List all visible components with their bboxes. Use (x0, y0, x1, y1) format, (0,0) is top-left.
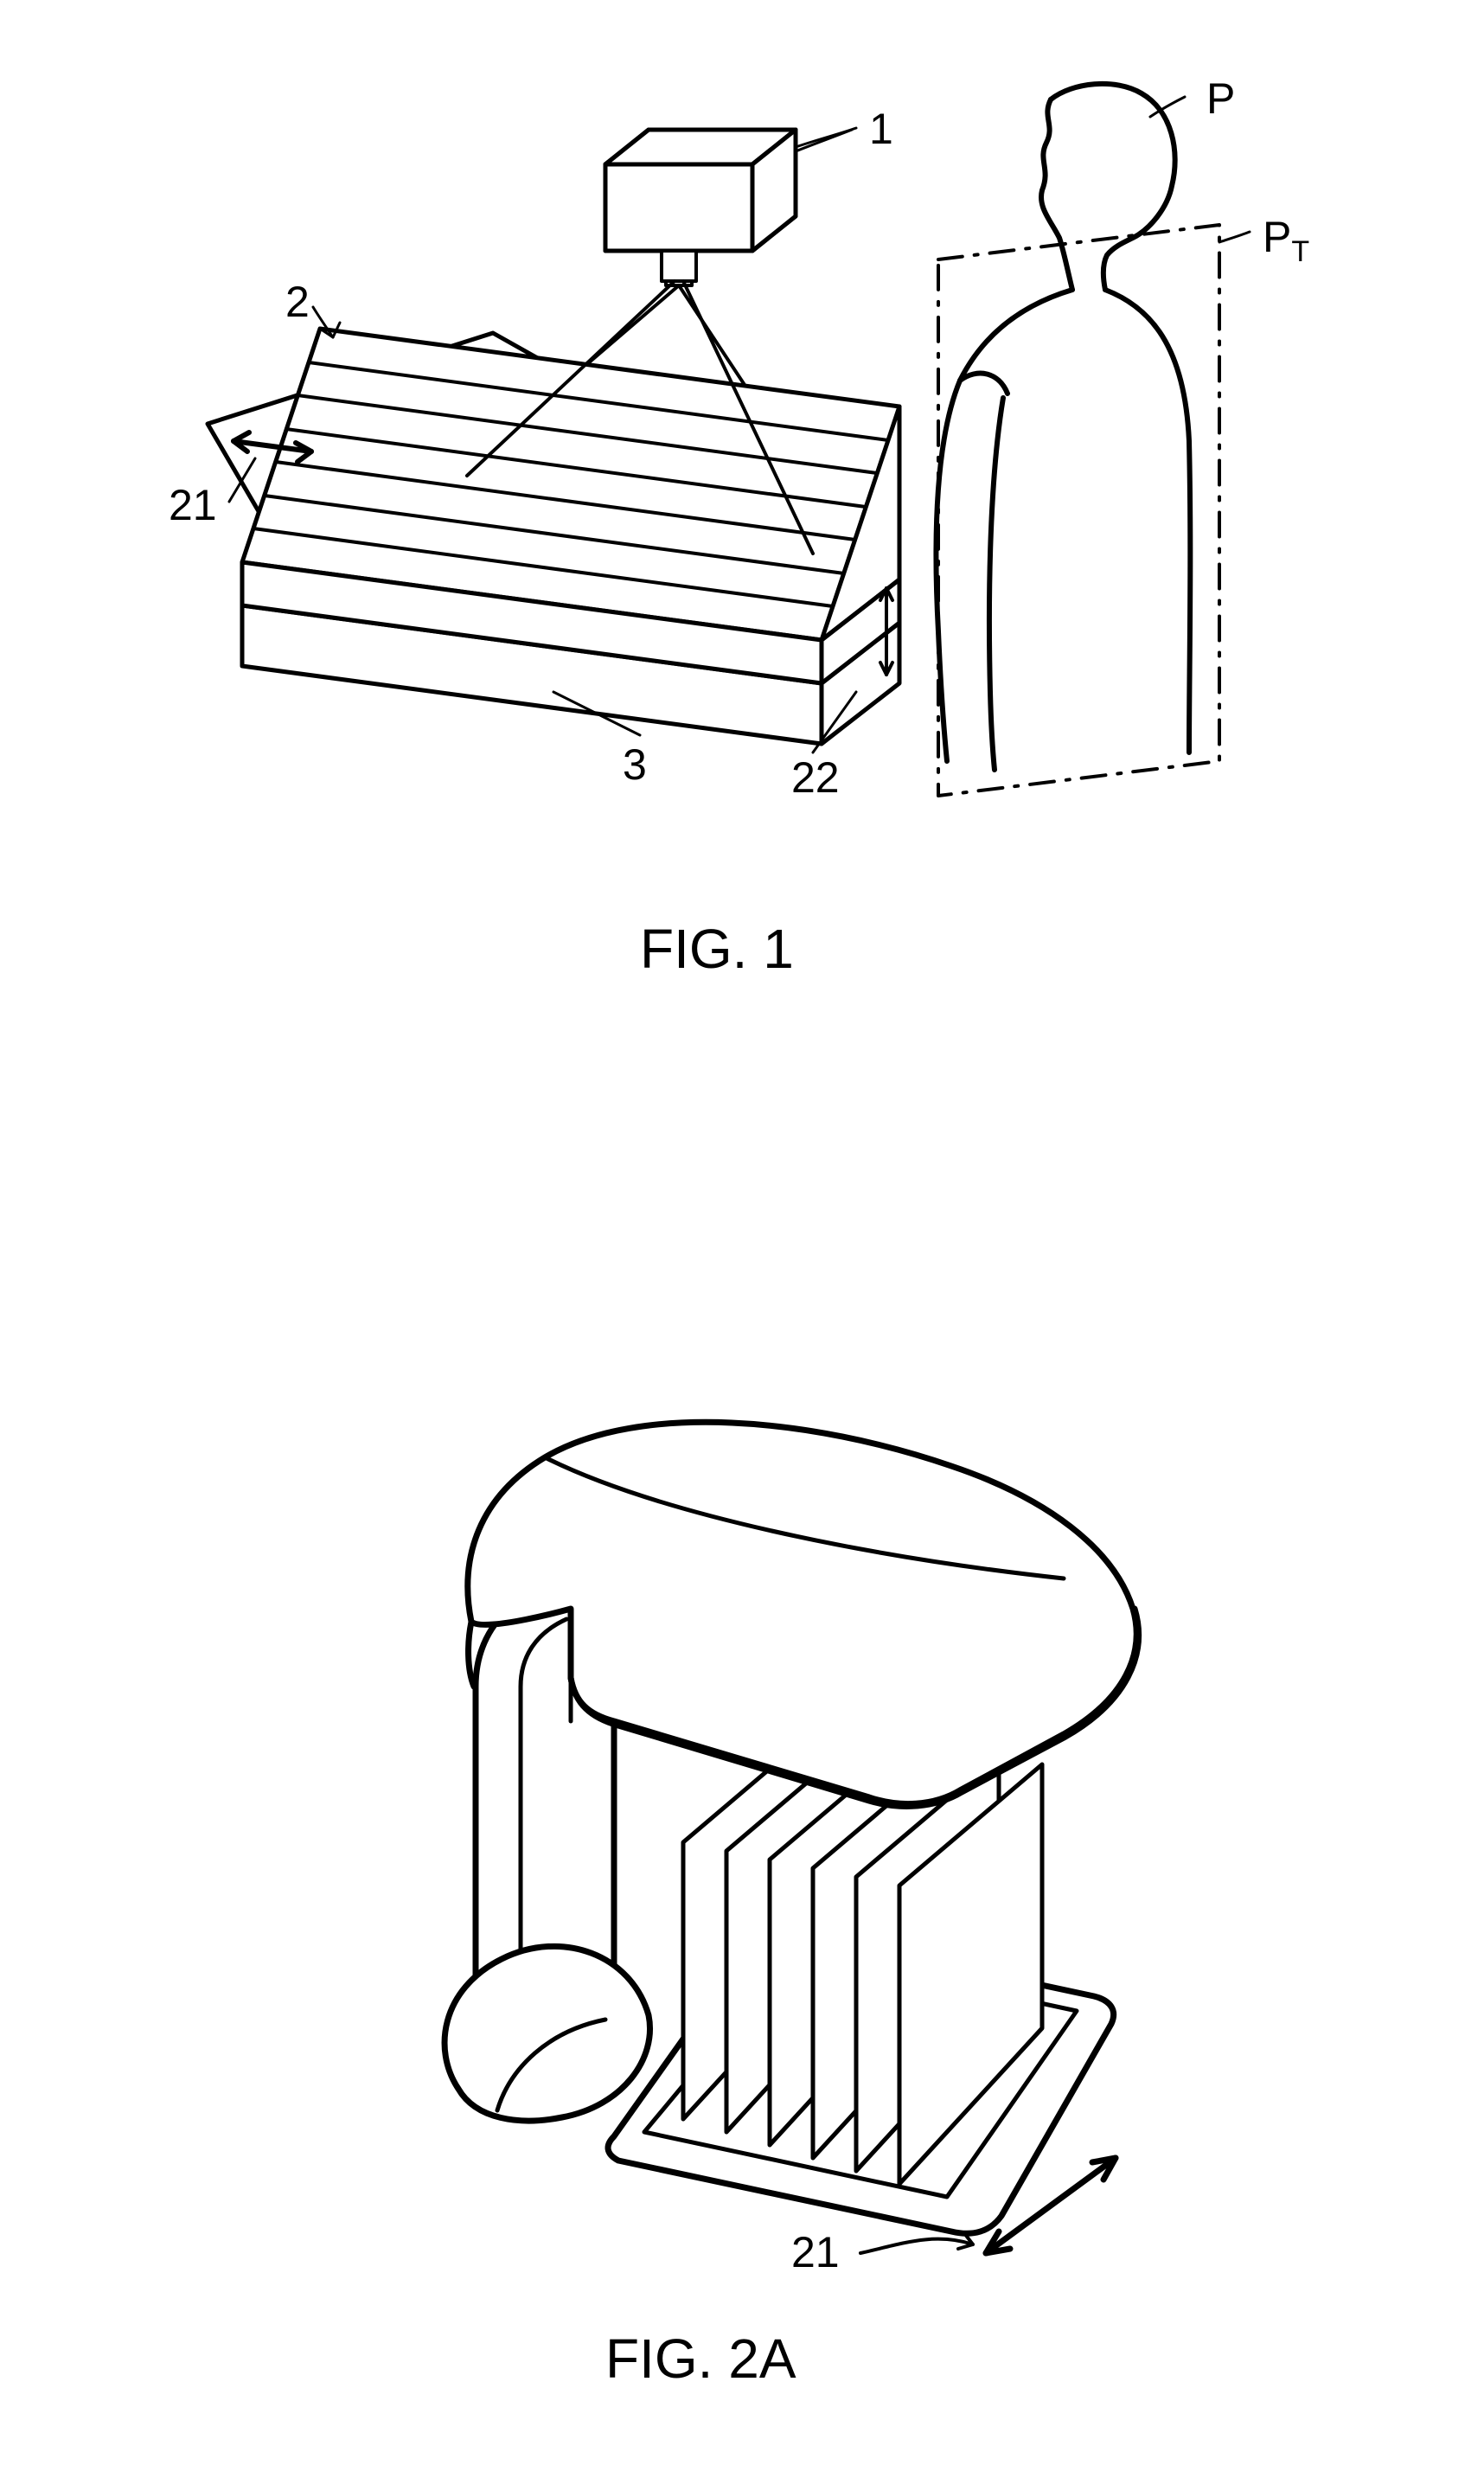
ref-21-fig2a: 21 (791, 2227, 840, 2277)
ref-1: 1 (869, 104, 893, 154)
fig1-caption: FIG. 1 (640, 917, 794, 981)
xray-source-box-top (605, 130, 796, 281)
patient-outline (936, 84, 1190, 770)
fig2a-caption: FIG. 2A (605, 2327, 796, 2391)
ref-P: P (1206, 74, 1235, 124)
ref-22: 22 (791, 752, 840, 803)
fig1-drawing (156, 69, 1323, 900)
fig2a-drawing (329, 1237, 1193, 2301)
ref-PT: PT (1263, 212, 1309, 269)
ref-2: 2 (285, 277, 310, 327)
patent-drawing-page: 1 P PT 2 21 3 22 FIG. 1 (0, 0, 1484, 2465)
ref-21: 21 (169, 480, 217, 530)
ref-3: 3 (623, 740, 647, 790)
thorax-plane (938, 225, 1219, 796)
